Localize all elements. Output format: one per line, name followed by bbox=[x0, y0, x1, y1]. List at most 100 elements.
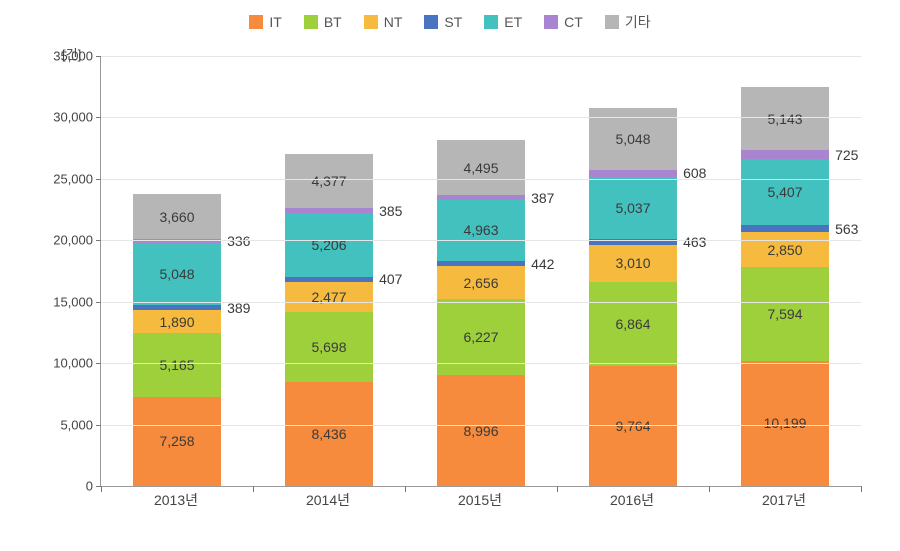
segment-value-label: 5,143 bbox=[767, 111, 802, 127]
segment-ST bbox=[133, 305, 221, 310]
segment-value-label: 5,698 bbox=[311, 339, 346, 355]
y-tick-label: 25,000 bbox=[33, 171, 93, 186]
bar-2017년: 10,1997,5942,8505635,4077255,143 bbox=[741, 87, 829, 486]
x-tick-label: 2016년 bbox=[556, 490, 708, 510]
legend-label-etc: 기타 bbox=[625, 12, 651, 32]
y-tick-label: 20,000 bbox=[33, 233, 93, 248]
legend-item-NT: NT bbox=[364, 12, 403, 32]
segment-ET: 5,048 bbox=[133, 243, 221, 305]
segment-value-label: 9,764 bbox=[615, 418, 650, 434]
segment-value-label: 2,477 bbox=[311, 289, 346, 305]
y-tick bbox=[96, 363, 101, 364]
y-tick-label: 35,000 bbox=[33, 49, 93, 64]
segment-value-label: 6,227 bbox=[463, 329, 498, 345]
y-tick bbox=[96, 302, 101, 303]
y-tick bbox=[96, 425, 101, 426]
segment-value-label: 407 bbox=[379, 271, 402, 287]
y-tick bbox=[96, 56, 101, 57]
x-tick-label: 2014년 bbox=[252, 490, 404, 510]
segment-etc: 4,377 bbox=[285, 154, 373, 208]
x-tick bbox=[861, 486, 862, 492]
segment-ST bbox=[437, 261, 525, 266]
gridline bbox=[101, 240, 861, 241]
segment-ST bbox=[741, 225, 829, 232]
y-tick bbox=[96, 240, 101, 241]
segment-value-label: 3,010 bbox=[615, 255, 650, 271]
gridline bbox=[101, 56, 861, 57]
segment-CT bbox=[437, 195, 525, 200]
segment-NT: 2,656 bbox=[437, 266, 525, 299]
segment-value-label: 5,407 bbox=[767, 184, 802, 200]
bar-2013년: 7,2585,1651,8903895,0483363,660 bbox=[133, 194, 221, 486]
segment-value-label: 1,890 bbox=[159, 314, 194, 330]
legend-item-ET: ET bbox=[484, 12, 522, 32]
y-tick bbox=[96, 179, 101, 180]
segment-value-label: 5,048 bbox=[615, 131, 650, 147]
gridline bbox=[101, 179, 861, 180]
legend-label-ET: ET bbox=[504, 14, 522, 30]
segment-value-label: 5,048 bbox=[159, 266, 194, 282]
bar-2014년: 8,4365,6982,4774075,2063854,377 bbox=[285, 154, 373, 486]
segment-value-label: 5,165 bbox=[159, 357, 194, 373]
segment-value-label: 385 bbox=[379, 203, 402, 219]
segment-BT: 7,594 bbox=[741, 267, 829, 360]
legend-swatch-ST bbox=[424, 15, 438, 29]
segment-etc: 4,495 bbox=[437, 140, 525, 195]
legend-swatch-IT bbox=[249, 15, 263, 29]
legend-label-NT: NT bbox=[384, 14, 403, 30]
segment-NT: 2,477 bbox=[285, 282, 373, 312]
segment-NT: 3,010 bbox=[589, 245, 677, 282]
legend-swatch-ET bbox=[484, 15, 498, 29]
segment-CT bbox=[285, 208, 373, 213]
legend: ITBTNTSTETCT기타 bbox=[0, 12, 900, 32]
segment-value-label: 387 bbox=[531, 190, 554, 206]
segment-CT bbox=[589, 170, 677, 177]
segment-value-label: 3,660 bbox=[159, 209, 194, 225]
segment-BT: 6,864 bbox=[589, 282, 677, 366]
segment-ET: 5,206 bbox=[285, 213, 373, 277]
segment-ET: 4,963 bbox=[437, 200, 525, 261]
segment-value-label: 6,864 bbox=[615, 316, 650, 332]
plot-area: 7,2585,1651,8903895,0483363,6608,4365,69… bbox=[100, 56, 861, 487]
y-tick-label: 5,000 bbox=[33, 417, 93, 432]
legend-swatch-etc bbox=[605, 15, 619, 29]
y-tick-label: 10,000 bbox=[33, 356, 93, 371]
segment-value-label: 10,199 bbox=[764, 415, 807, 431]
segment-NT: 1,890 bbox=[133, 310, 221, 333]
x-tick-label: 2013년 bbox=[100, 490, 252, 510]
legend-label-CT: CT bbox=[564, 14, 583, 30]
segment-value-label: 2,656 bbox=[463, 275, 498, 291]
legend-label-IT: IT bbox=[269, 14, 281, 30]
segment-IT: 10,199 bbox=[741, 361, 829, 486]
segment-etc: 3,660 bbox=[133, 194, 221, 239]
bar-2016년: 9,7646,8643,0104635,0376085,048 bbox=[589, 108, 677, 486]
segment-value-label: 8,436 bbox=[311, 426, 346, 442]
stacked-bar-chart: ITBTNTSTETCT기타 [건] 7,2585,1651,8903895,0… bbox=[0, 0, 900, 551]
segment-BT: 5,165 bbox=[133, 333, 221, 396]
segment-value-label: 4,963 bbox=[463, 222, 498, 238]
bar-2015년: 8,9966,2272,6564424,9633874,495 bbox=[437, 140, 525, 486]
segment-IT: 8,996 bbox=[437, 375, 525, 486]
y-tick bbox=[96, 117, 101, 118]
legend-item-ST: ST bbox=[424, 12, 462, 32]
segment-value-label: 442 bbox=[531, 256, 554, 272]
legend-swatch-NT bbox=[364, 15, 378, 29]
segment-value-label: 463 bbox=[683, 234, 706, 250]
segment-value-label: 4,495 bbox=[463, 160, 498, 176]
legend-item-etc: 기타 bbox=[605, 12, 651, 32]
segment-CT bbox=[741, 150, 829, 159]
legend-item-IT: IT bbox=[249, 12, 281, 32]
legend-swatch-CT bbox=[544, 15, 558, 29]
segment-IT: 7,258 bbox=[133, 397, 221, 486]
y-tick-label: 30,000 bbox=[33, 110, 93, 125]
y-tick-label: 0 bbox=[33, 479, 93, 494]
legend-item-CT: CT bbox=[544, 12, 583, 32]
bars-container: 7,2585,1651,8903895,0483363,6608,4365,69… bbox=[101, 56, 861, 486]
segment-value-label: 2,850 bbox=[767, 242, 802, 258]
segment-etc: 5,143 bbox=[741, 87, 829, 150]
segment-value-label: 336 bbox=[227, 233, 250, 249]
segment-ST bbox=[285, 277, 373, 282]
segment-BT: 5,698 bbox=[285, 312, 373, 382]
segment-ET: 5,037 bbox=[589, 177, 677, 239]
segment-IT: 9,764 bbox=[589, 366, 677, 486]
